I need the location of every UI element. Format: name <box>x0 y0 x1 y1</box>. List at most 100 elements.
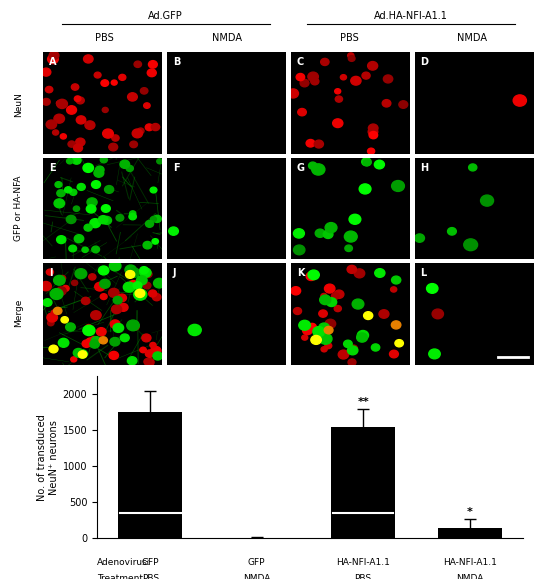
Circle shape <box>319 323 329 332</box>
Text: I: I <box>49 268 53 278</box>
Circle shape <box>119 303 128 312</box>
Circle shape <box>86 338 95 346</box>
Circle shape <box>130 211 136 216</box>
Circle shape <box>58 338 69 347</box>
Circle shape <box>368 127 378 136</box>
Circle shape <box>70 189 77 195</box>
Circle shape <box>110 338 120 346</box>
Circle shape <box>299 320 310 330</box>
Circle shape <box>69 245 77 252</box>
Circle shape <box>464 239 478 251</box>
Circle shape <box>327 298 337 306</box>
Circle shape <box>111 80 117 85</box>
Circle shape <box>63 285 69 291</box>
Circle shape <box>368 61 378 70</box>
Circle shape <box>152 239 158 244</box>
Circle shape <box>53 276 65 285</box>
Circle shape <box>344 231 357 242</box>
Circle shape <box>368 148 375 154</box>
Circle shape <box>298 108 306 116</box>
Text: J: J <box>173 268 176 278</box>
Bar <box>331 427 395 538</box>
Circle shape <box>40 281 51 291</box>
Circle shape <box>100 280 110 288</box>
Circle shape <box>300 79 309 87</box>
Circle shape <box>66 323 75 331</box>
Circle shape <box>66 215 76 223</box>
Text: D: D <box>420 57 429 67</box>
Circle shape <box>391 321 401 329</box>
Text: Ad.HA-NFI-A1.1: Ad.HA-NFI-A1.1 <box>374 12 448 21</box>
Circle shape <box>324 284 335 293</box>
Text: Merge: Merge <box>15 298 23 327</box>
Circle shape <box>47 320 54 326</box>
Circle shape <box>57 100 67 108</box>
Text: A: A <box>49 57 57 67</box>
Circle shape <box>391 287 397 292</box>
Circle shape <box>151 123 160 131</box>
Circle shape <box>90 219 100 228</box>
Circle shape <box>77 97 84 104</box>
Circle shape <box>72 156 81 164</box>
Circle shape <box>364 312 373 320</box>
Circle shape <box>319 334 332 345</box>
Circle shape <box>130 141 137 148</box>
Text: PBS: PBS <box>340 32 359 43</box>
Circle shape <box>308 162 317 169</box>
Circle shape <box>391 276 401 284</box>
Circle shape <box>144 103 150 108</box>
Circle shape <box>57 287 66 295</box>
Circle shape <box>348 346 358 355</box>
Circle shape <box>157 159 163 164</box>
Circle shape <box>321 294 327 299</box>
Circle shape <box>375 269 385 277</box>
Circle shape <box>344 340 352 347</box>
Circle shape <box>137 128 144 134</box>
Circle shape <box>323 230 333 239</box>
Circle shape <box>134 61 142 67</box>
Circle shape <box>302 327 312 335</box>
Circle shape <box>375 160 384 169</box>
Text: **: ** <box>357 397 369 406</box>
Circle shape <box>392 181 404 192</box>
Circle shape <box>348 56 355 61</box>
Circle shape <box>54 199 65 208</box>
Circle shape <box>59 276 66 281</box>
Circle shape <box>320 295 331 305</box>
Circle shape <box>45 86 53 93</box>
Circle shape <box>113 296 122 304</box>
Circle shape <box>354 269 365 278</box>
Circle shape <box>150 187 157 193</box>
Circle shape <box>382 100 391 107</box>
Circle shape <box>109 351 119 360</box>
Circle shape <box>127 320 139 331</box>
Circle shape <box>91 311 101 320</box>
Circle shape <box>149 290 157 297</box>
Circle shape <box>143 282 151 289</box>
Circle shape <box>314 140 323 148</box>
Circle shape <box>101 205 110 212</box>
Circle shape <box>129 214 136 220</box>
Circle shape <box>99 215 108 223</box>
Text: H: H <box>420 163 429 173</box>
Circle shape <box>144 358 154 367</box>
Circle shape <box>148 61 157 68</box>
Circle shape <box>87 198 97 207</box>
Circle shape <box>350 345 357 351</box>
Circle shape <box>310 78 319 85</box>
Circle shape <box>50 288 63 299</box>
Circle shape <box>57 236 66 244</box>
Circle shape <box>321 347 327 352</box>
Circle shape <box>42 68 51 76</box>
Circle shape <box>347 265 356 273</box>
Circle shape <box>321 334 329 340</box>
Circle shape <box>116 215 124 221</box>
Circle shape <box>89 336 99 345</box>
Text: HA-NFI-A1.1: HA-NFI-A1.1 <box>336 558 390 567</box>
Circle shape <box>150 342 156 348</box>
Circle shape <box>481 195 494 206</box>
Circle shape <box>308 270 319 280</box>
Text: GFP: GFP <box>248 558 265 567</box>
Text: PBS: PBS <box>355 574 372 579</box>
Circle shape <box>82 247 88 252</box>
